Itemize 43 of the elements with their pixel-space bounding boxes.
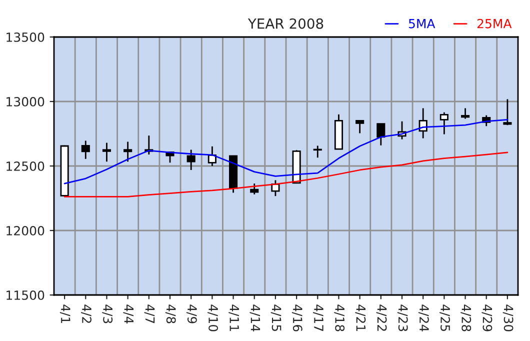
candlestick (356, 120, 364, 134)
line-series (64, 118, 508, 184)
candlestick (81, 140, 90, 160)
x-tick-label: 4/9 (186, 304, 197, 324)
y-tick-label: 13500 (6, 32, 44, 42)
y-tick-label: 12500 (6, 161, 44, 171)
x-tick-label: 4/29 (482, 304, 492, 332)
chart-title: YEAR 2008 (248, 18, 324, 29)
x-tick-label: 4/8 (165, 304, 176, 324)
legend-label: 5MA (408, 19, 436, 28)
x-tick-label: 4/1 (60, 304, 70, 323)
candlestick (102, 142, 112, 162)
x-tick-label: 4/14 (250, 304, 260, 332)
x-tick-label: 4/7 (144, 304, 155, 324)
x-tick-label: 4/2 (81, 304, 92, 323)
x-tick-label: 4/18 (334, 304, 345, 332)
candlestick (124, 141, 132, 162)
x-tick-label: 4/24 (418, 304, 429, 332)
candlestick (313, 145, 322, 158)
y-tick-label: 11500 (6, 290, 44, 300)
x-tick-label: 4/10 (208, 304, 218, 332)
y-tick-label: 13000 (6, 96, 44, 106)
x-tick-label: 4/11 (228, 304, 239, 331)
x-tick-label: 4/22 (376, 304, 387, 331)
x-tick-label: 4/30 (502, 304, 514, 332)
x-tick-label: 4/3 (102, 304, 113, 324)
candlestick (460, 108, 470, 120)
legend-label: 25MA (477, 18, 512, 28)
candlestick (503, 98, 512, 126)
x-tick-label: 4/25 (440, 304, 450, 332)
x-tick-label: 4/28 (460, 304, 472, 332)
y-tick-label: 12000 (6, 226, 44, 236)
x-tick-label: 4/4 (123, 304, 134, 324)
candlestick (440, 112, 448, 135)
candlestick (250, 182, 259, 196)
candlestick (376, 123, 386, 146)
x-tick-label: 4/23 (397, 304, 408, 332)
x-tick-label: 4/21 (355, 304, 366, 331)
x-tick-label: 4/17 (313, 304, 324, 332)
x-tick-label: 4/15 (270, 304, 282, 332)
candlestick (186, 149, 196, 171)
x-tick-label: 4/16 (292, 304, 302, 332)
line-series (64, 152, 508, 198)
